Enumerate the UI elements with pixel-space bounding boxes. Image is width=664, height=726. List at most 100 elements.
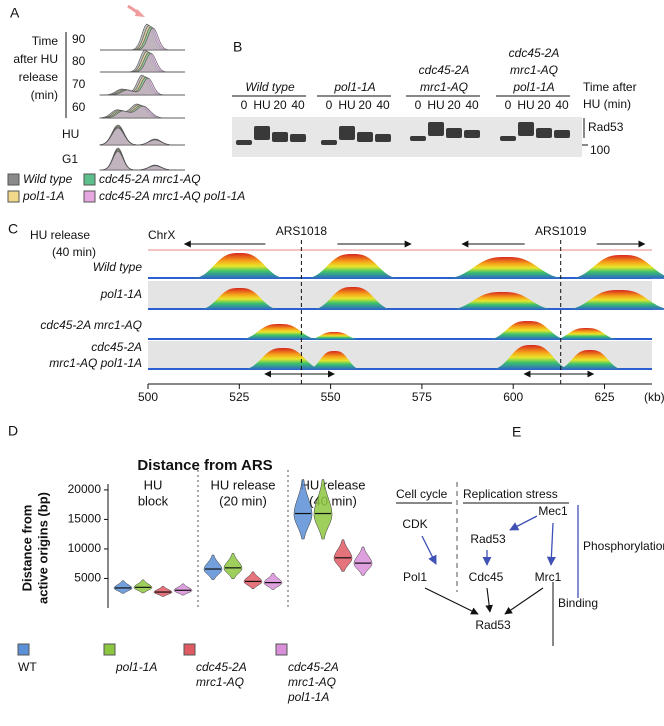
histogram (99, 77, 185, 96)
band (410, 136, 426, 141)
replication-peak (484, 321, 572, 340)
replication-peak (564, 255, 664, 279)
chart-title: Distance from ARS (137, 457, 272, 474)
strain-label: pol1-1A (512, 80, 554, 94)
panel-label: A (10, 5, 20, 21)
panel-label: D (8, 423, 18, 439)
lane-label: 40 (291, 98, 305, 112)
band (446, 128, 462, 138)
row-label: 70 (72, 77, 86, 91)
histogram (100, 52, 185, 73)
band (339, 126, 355, 140)
panel-label: C (8, 221, 18, 237)
x-tick-label: 600 (503, 390, 523, 404)
legend-swatch (183, 643, 196, 656)
legend-label: mrc1-AQ (288, 675, 336, 689)
origin-label: ARS1018 (276, 224, 328, 238)
legend-swatch (7, 173, 20, 186)
category-label: HU release (210, 477, 275, 492)
legend-label: pol1-1A (287, 690, 329, 704)
origin-label: ARS1019 (535, 224, 587, 238)
violin (173, 583, 193, 596)
axis-title: (min) (31, 88, 58, 102)
legend-label: cdc45-2A (196, 660, 247, 674)
legend-label: cdc45-2A (288, 660, 339, 674)
legend-label: cdc45-2A mrc1-AQ pol1-1A (99, 189, 245, 203)
lane-label: 0 (241, 98, 248, 112)
histogram (100, 27, 185, 51)
legend-swatch (17, 643, 30, 656)
row-label: HU (62, 127, 79, 141)
lane-label: HU (338, 98, 355, 112)
replication-peak (487, 345, 576, 370)
category-label: HU (144, 477, 163, 492)
condition-label: HU release (30, 228, 90, 242)
violin (133, 579, 153, 594)
bracket-label: Phosphorylation (583, 539, 664, 553)
replication-peak (239, 348, 327, 370)
violin (153, 586, 173, 597)
violin (293, 479, 313, 540)
category-label: block (138, 493, 169, 508)
x-tick-label: 550 (321, 390, 341, 404)
phospho-arrow (509, 515, 538, 531)
replication-peak (301, 254, 404, 279)
phospho-arrow (546, 522, 556, 566)
column-header: Cell cycle (396, 487, 448, 501)
x-tick-label: 500 (138, 390, 158, 404)
y-tick-label: 20000 (68, 482, 102, 496)
legend-swatch (7, 190, 20, 203)
band (464, 130, 480, 138)
category-label: HU release (300, 477, 365, 492)
binding-arrow (485, 587, 493, 613)
panel-label: E (512, 424, 521, 440)
violin (263, 573, 283, 590)
lane-label: 20 (447, 98, 461, 112)
node-label: Rad53 (470, 532, 506, 546)
y-axis-title: Distance from (19, 505, 34, 592)
legend-label: pol1-1A (115, 660, 157, 674)
track-label: pol1-1A (100, 287, 142, 301)
category-label: (20 min) (219, 493, 267, 508)
axis-title: release (19, 70, 59, 84)
violin (113, 580, 133, 594)
row-label: 90 (72, 32, 86, 46)
band (272, 132, 288, 142)
arrow-head (135, 9, 145, 17)
y-tick-label: 15000 (68, 512, 102, 526)
band (236, 140, 252, 145)
legend-label: Wild type (23, 172, 73, 186)
x-tick-label: 625 (595, 390, 615, 404)
lane-label: 40 (555, 98, 569, 112)
violin (223, 553, 243, 579)
binding-arrow (504, 587, 544, 615)
lane-label: HU (427, 98, 444, 112)
column-header: Replication stress (463, 487, 558, 501)
axis-title: Time (32, 34, 59, 48)
band (554, 130, 570, 138)
lane-label: 0 (326, 98, 333, 112)
replication-peak (443, 292, 561, 310)
replication-peak (553, 350, 627, 370)
condition-label: (40 min) (52, 245, 96, 259)
band (321, 140, 337, 145)
band (536, 128, 552, 138)
replication-peak (305, 332, 364, 340)
legend-swatch (103, 643, 116, 656)
y-tick-label: 5000 (74, 571, 101, 585)
x-tick-label: 525 (229, 390, 249, 404)
track-label: cdc45-2A (91, 340, 142, 354)
replication-peak (549, 328, 623, 340)
violin (353, 546, 373, 576)
histogram (99, 105, 185, 119)
legend-label: cdc45-2A mrc1-AQ (99, 172, 201, 186)
lane-label: 0 (415, 98, 422, 112)
strain-label: cdc45-2A (419, 63, 470, 77)
replication-peak (560, 290, 664, 310)
lane-label: HU (253, 98, 270, 112)
x-tick-label: 575 (412, 390, 432, 404)
legend-label: pol1-1A (22, 189, 64, 203)
strain-label: mrc1-AQ (510, 63, 558, 77)
track-label: mrc1-AQ pol1-1A (49, 356, 142, 370)
